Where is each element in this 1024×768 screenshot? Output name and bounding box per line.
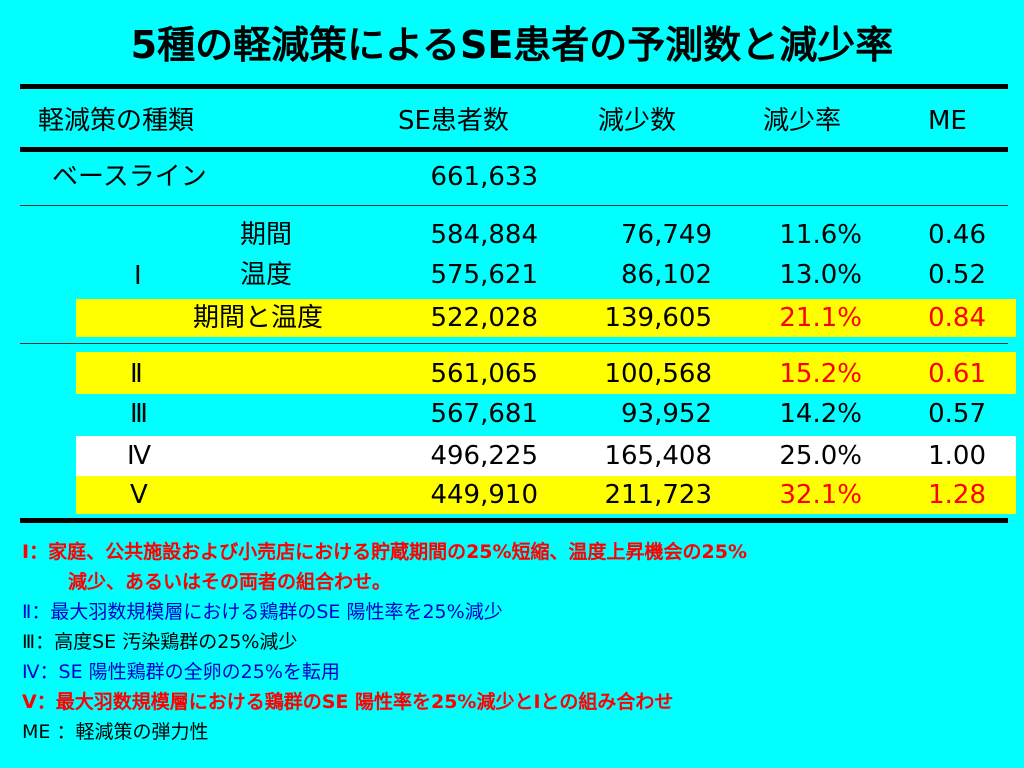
page-title: 5種の軽減策によるSE患者の予測数と減少率 (130, 23, 894, 67)
header-reduction: 減少数 (598, 106, 677, 136)
note-i-line2: 減少、あるいはその両者の組合わせ。 (68, 571, 392, 593)
table-cell: 11.6% (779, 220, 862, 250)
table-cell: 0.52 (928, 260, 986, 290)
group1-sub-temperature: 温度 (240, 260, 293, 290)
row-label-ii: Ⅱ (130, 359, 143, 389)
header-me: ME (928, 106, 967, 136)
row-label-v: Ⅴ (130, 480, 148, 510)
highlight-row-v (76, 476, 1016, 514)
group1-sub-period: 期間 (240, 220, 293, 250)
table-cell: 0.61 (928, 359, 986, 389)
table-cell: 32.1% (779, 480, 862, 510)
group1-sub-combined: 期間と温度 (193, 303, 324, 333)
table-cell: 165,408 (604, 441, 712, 471)
header-name: 軽減策の種類 (38, 106, 195, 136)
note-i-line1: Ⅰ：家庭、公共施設および小売店における貯蔵期間の25%短縮、温度上昇機会の25% (22, 541, 748, 563)
note-ii: Ⅱ：最大羽数規模層における鶏群のSE 陽性率を25%減少 (22, 601, 503, 623)
table-cell: 93,952 (621, 399, 712, 429)
highlight-row-combined (76, 299, 1016, 337)
table-cell: 211,723 (604, 480, 712, 510)
note-iv: Ⅳ：SE 陽性鶏群の全卵の25%を転用 (22, 661, 340, 683)
table-cell: 584,884 (430, 220, 538, 250)
note-iii: Ⅲ：高度SE 汚染鶏群の25%減少 (22, 631, 298, 653)
table-cell: 0.84 (928, 303, 986, 333)
note-me: ME ：軽減策の弾力性 (22, 721, 209, 743)
header-bottom-rule (20, 147, 1008, 152)
table-top-rule (20, 84, 1008, 89)
table-cell: 100,568 (604, 359, 712, 389)
table-cell: 449,910 (430, 480, 538, 510)
table-cell: 561,065 (430, 359, 538, 389)
table-cell: 496,225 (430, 441, 538, 471)
group1-divider (20, 343, 1008, 344)
table-cell: 14.2% (779, 399, 862, 429)
table-cell: 76,749 (621, 220, 712, 250)
table-cell: 86,102 (621, 260, 712, 290)
header-patients: SE患者数 (398, 106, 509, 136)
group1-label: Ⅰ (134, 261, 142, 291)
table-cell: 21.1% (779, 303, 862, 333)
table-cell: 0.57 (928, 399, 986, 429)
table-cell: 1.00 (928, 441, 986, 471)
highlight-row-ii (76, 352, 1016, 394)
header-rate: 減少率 (763, 106, 842, 136)
highlight-row-iv (76, 436, 1016, 476)
table-cell: 567,681 (430, 399, 538, 429)
baseline-divider (20, 205, 1008, 206)
table-cell: 13.0% (779, 260, 862, 290)
table-cell: 522,028 (430, 303, 538, 333)
table-cell: 25.0% (779, 441, 862, 471)
row-label-iii: Ⅲ (130, 399, 148, 429)
row-label-iv: Ⅳ (127, 441, 151, 471)
baseline-patients: 661,633 (430, 162, 538, 192)
table-cell: 1.28 (928, 480, 986, 510)
table-cell: 15.2% (779, 359, 862, 389)
table-cell: 575,621 (430, 260, 538, 290)
table-cell: 0.46 (928, 220, 986, 250)
table-cell: 139,605 (604, 303, 712, 333)
table-bottom-rule (20, 518, 1008, 523)
note-v: Ⅴ：最大羽数規模層における鶏群のSE 陽性率を25%減少とⅠとの組み合わせ (22, 691, 674, 713)
baseline-label: ベースライン (52, 162, 207, 192)
